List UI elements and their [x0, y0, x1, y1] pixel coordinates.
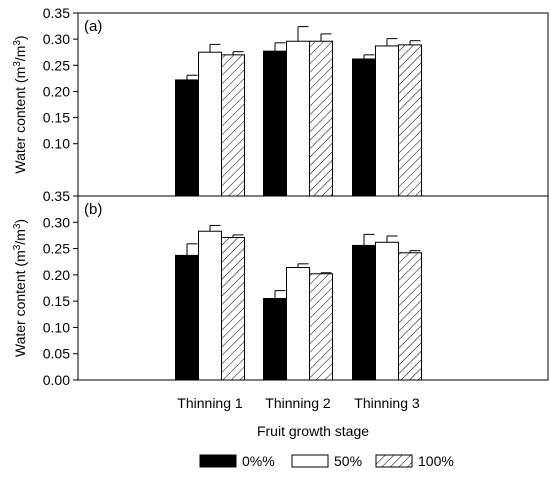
bar-2-1-1	[175, 254, 199, 381]
y-tick-label-1-2: 0.20	[43, 83, 70, 99]
bar-1-2-2	[286, 40, 310, 197]
bar-2-2-1	[263, 298, 287, 381]
x-tick-label-1: Thinning 1	[177, 395, 243, 411]
legend-swatch-1	[199, 454, 237, 468]
bar-1-3-3	[398, 44, 422, 197]
y-tick-label-1-3: 0.25	[43, 57, 70, 73]
y-axis-label-2: Water content (m3/m3)	[12, 219, 28, 357]
y-tick-label-1-5: 0.35	[43, 5, 70, 21]
bar-2-3-2	[375, 241, 399, 381]
bar-2-3-3	[398, 252, 422, 381]
panel-label-2: (b)	[84, 201, 102, 218]
y-tick-label-1-4: 0.30	[43, 31, 70, 47]
y-tick-label-2-2: 0.10	[43, 319, 70, 335]
y-tick-label-2-6: 0.30	[43, 214, 70, 230]
y-tick-label-1-0: 0.10	[43, 136, 70, 152]
bar-1-2-3	[309, 40, 333, 197]
y-tick-label-2-7: 0.35	[43, 188, 70, 204]
legend-label-2: 50%	[334, 453, 362, 469]
y-tick-label-2-4: 0.20	[43, 267, 70, 283]
legend-swatch-2	[291, 454, 329, 468]
legend-swatch-3	[375, 454, 413, 468]
bar-2-2-3	[309, 273, 333, 381]
bar-1-3-2	[375, 45, 399, 197]
panel-label-1: (a)	[84, 18, 102, 35]
x-tick-label-3: Thinning 3	[354, 395, 420, 411]
x-tick-label-2: Thinning 2	[265, 395, 331, 411]
y-tick-label-1-1: 0.15	[43, 110, 70, 126]
y-tick-label-2-0: 0.00	[43, 372, 70, 388]
legend-label-3: 100%	[418, 453, 454, 469]
y-tick-label-2-3: 0.15	[43, 293, 70, 309]
bar-1-3-1	[352, 58, 376, 197]
legend-label-1: 0%%	[242, 453, 275, 469]
bar-2-2-2	[286, 266, 310, 381]
y-tick-label-2-1: 0.05	[43, 346, 70, 362]
bar-1-1-2	[198, 51, 222, 197]
y-tick-label-2-5: 0.25	[43, 241, 70, 257]
bar-2-1-2	[198, 230, 222, 381]
bar-2-3-1	[352, 244, 376, 381]
bar-1-1-1	[175, 79, 199, 197]
x-axis-title: Fruit growth stage	[257, 423, 369, 439]
bar-1-2-1	[263, 50, 287, 197]
y-axis-label-1: Water content (m3/m3)	[12, 35, 28, 173]
bar-2-1-3	[221, 237, 245, 381]
bar-1-1-3	[221, 54, 245, 197]
